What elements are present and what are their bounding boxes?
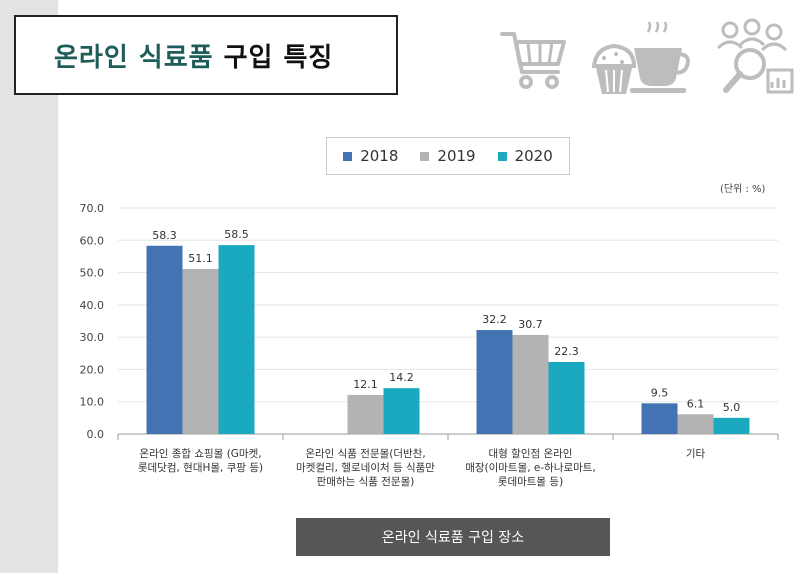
footer-caption: 온라인 식료품 구입 장소 bbox=[381, 530, 525, 546]
title-box: 온라인 식료품 구입 특징 bbox=[14, 15, 398, 95]
data-label: 5.0 bbox=[723, 401, 741, 414]
x-category-label: 기타 bbox=[685, 448, 706, 460]
shopping-cart-icon bbox=[500, 32, 566, 89]
y-tick-label: 10.0 bbox=[80, 396, 105, 409]
bar-2019-cat3 bbox=[677, 414, 714, 434]
legend-swatch-2019 bbox=[420, 151, 430, 161]
data-label: 14.2 bbox=[389, 371, 414, 384]
data-label: 58.5 bbox=[224, 228, 249, 241]
x-category-label: 온라인 식품 전문몰(더반찬, 마켓컬리, 헬로네이처 등 식품만 판매하는 식… bbox=[296, 448, 435, 488]
title-accent: 온라인 식료품 bbox=[54, 42, 214, 73]
unit-label: (단위 : %) bbox=[720, 184, 766, 195]
chart-legend: 2018 2019 2020 bbox=[326, 137, 570, 175]
y-tick-label: 50.0 bbox=[80, 267, 105, 280]
data-label: 9.5 bbox=[651, 386, 669, 399]
x-category-label: 온라인 종합 쇼핑몰 (G마켓, 롯데닷컴, 현대H몰, 쿠팡 등) bbox=[137, 448, 264, 474]
data-label: 6.1 bbox=[687, 397, 705, 410]
bar-2019-cat0 bbox=[182, 269, 219, 434]
legend-item-2018: 2018 bbox=[343, 147, 398, 165]
y-tick-label: 70.0 bbox=[80, 202, 105, 215]
legend-swatch-2018 bbox=[343, 151, 353, 161]
y-tick-label: 40.0 bbox=[80, 299, 105, 312]
bar-2020-cat3 bbox=[713, 417, 750, 434]
legend-swatch-2020 bbox=[497, 151, 507, 161]
bar-2018-cat2 bbox=[476, 330, 513, 434]
bar-2019-cat2 bbox=[512, 334, 549, 434]
bar-2020-cat0 bbox=[218, 245, 255, 434]
bar-2020-cat2 bbox=[548, 362, 585, 434]
bar-2019-cat1 bbox=[347, 394, 384, 434]
y-tick-label: 30.0 bbox=[80, 331, 105, 344]
data-label: 30.7 bbox=[518, 318, 543, 331]
legend-label-2019: 2019 bbox=[437, 147, 476, 165]
data-label: 32.2 bbox=[482, 313, 507, 326]
header-icons bbox=[498, 18, 798, 98]
people-analytics-icon bbox=[716, 18, 794, 94]
cupcake-coffee-icon bbox=[591, 22, 690, 94]
legend-label-2018: 2018 bbox=[360, 147, 399, 165]
title-rest: 구입 특징 bbox=[223, 42, 334, 73]
legend-item-2019: 2019 bbox=[420, 147, 476, 165]
legend-item-2020: 2020 bbox=[497, 147, 553, 165]
bar-2020-cat1 bbox=[383, 388, 420, 434]
data-label: 51.1 bbox=[188, 252, 213, 265]
data-label: 12.1 bbox=[353, 378, 378, 391]
left-decorative-strip bbox=[0, 0, 58, 573]
data-label: 58.3 bbox=[152, 229, 177, 242]
bar-2018-cat3 bbox=[641, 403, 678, 434]
x-category-label: 대형 할인점 온라인 매장(이마트몰, e-하나로마트, 롯데마트몰 등) bbox=[465, 448, 596, 488]
bar-2018-cat0 bbox=[146, 245, 183, 434]
footer-caption-bar: 온라인 식료품 구입 장소 bbox=[296, 518, 610, 556]
page-title: 온라인 식료품 구입 특징 bbox=[54, 37, 333, 74]
data-label: 22.3 bbox=[554, 345, 579, 358]
y-tick-label: 60.0 bbox=[80, 234, 105, 247]
legend-label-2020: 2020 bbox=[514, 147, 553, 165]
y-tick-label: 20.0 bbox=[80, 363, 105, 376]
y-tick-label: 0.0 bbox=[87, 428, 105, 441]
